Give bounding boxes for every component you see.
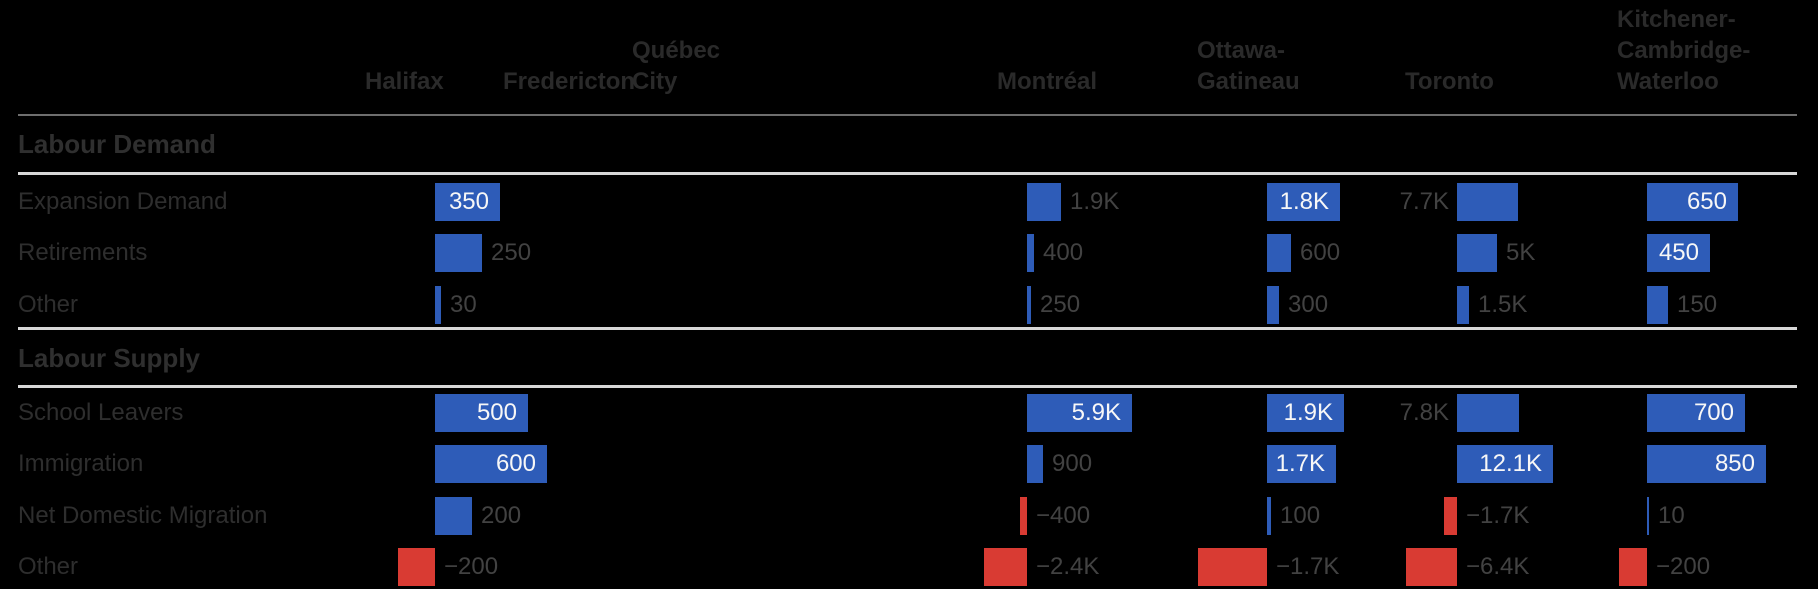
bar[interactable] [1027, 183, 1061, 221]
value-label: 10 [1658, 502, 1685, 529]
value-label: 7.7K [1399, 188, 1449, 215]
bar[interactable] [398, 548, 435, 586]
bar[interactable] [1647, 394, 1745, 432]
row-label: Net Domestic Migration [18, 502, 268, 529]
value-label: 600 [495, 450, 536, 477]
value-label: −1.7K [1276, 553, 1340, 580]
value-label: 900 [1052, 450, 1093, 477]
value-label: 700 [1693, 399, 1734, 426]
value-label: −200 [1656, 553, 1711, 580]
column-header: Toronto [1405, 68, 1494, 95]
bar[interactable] [1267, 183, 1340, 221]
value-label: 1.9K [1070, 188, 1120, 215]
column-header: Halifax [365, 68, 444, 95]
bar[interactable] [1027, 286, 1031, 324]
value-label: 250 [1040, 291, 1081, 318]
value-label: 500 [476, 399, 517, 426]
value-label: −400 [1036, 502, 1091, 529]
value-label: −200 [444, 553, 499, 580]
bar[interactable] [435, 394, 528, 432]
section-rule [18, 172, 1797, 175]
bar[interactable] [435, 286, 441, 324]
value-label: 1.9K [1283, 399, 1333, 426]
value-label: 400 [1043, 239, 1084, 266]
bar[interactable] [1647, 234, 1710, 272]
bar[interactable] [1457, 234, 1497, 272]
bar[interactable] [1457, 394, 1519, 432]
bar[interactable] [1647, 497, 1649, 535]
bar[interactable] [1457, 286, 1469, 324]
bar[interactable] [984, 548, 1027, 586]
bar[interactable] [435, 497, 472, 535]
bar[interactable] [1444, 497, 1457, 535]
section-rule [18, 385, 1797, 388]
value-label: 5K [1506, 239, 1536, 266]
value-label: 1.5K [1478, 291, 1528, 318]
row-label: Retirements [18, 239, 148, 266]
bar[interactable] [435, 183, 500, 221]
bar[interactable] [1198, 548, 1267, 586]
value-label: 7.8K [1399, 399, 1449, 426]
value-label: 200 [481, 502, 522, 529]
bar[interactable] [1267, 497, 1271, 535]
value-label: 350 [448, 188, 489, 215]
value-label: 5.9K [1071, 399, 1121, 426]
value-label: −1.7K [1466, 502, 1530, 529]
bar[interactable] [1457, 445, 1553, 483]
bar[interactable] [1619, 548, 1647, 586]
value-label: 250 [491, 239, 532, 266]
value-label: −2.4K [1036, 553, 1100, 580]
column-header: Québec City [632, 37, 721, 95]
header-rule [18, 114, 1797, 116]
value-label: 300 [1288, 291, 1329, 318]
value-label: 150 [1677, 291, 1718, 318]
value-label: 600 [1300, 239, 1341, 266]
bar[interactable] [1267, 286, 1279, 324]
bar[interactable] [1267, 394, 1344, 432]
bar[interactable] [1027, 394, 1132, 432]
value-label: 850 [1714, 450, 1755, 477]
row-label: Immigration [18, 450, 144, 477]
bar[interactable] [1406, 548, 1457, 586]
bar[interactable] [1027, 234, 1034, 272]
bar[interactable] [1027, 445, 1043, 483]
column-header: Montréal [997, 68, 1098, 95]
bar[interactable] [1457, 183, 1518, 221]
bar[interactable] [1267, 445, 1336, 483]
row-label: Other [18, 291, 79, 318]
column-header: Kitchener- Cambridge- Waterloo [1617, 6, 1751, 95]
value-label: 100 [1280, 502, 1321, 529]
bar[interactable] [1267, 234, 1291, 272]
section-title: Labour Supply [18, 343, 200, 373]
row-label: Other [18, 553, 79, 580]
column-header: Ottawa- Gatineau [1197, 37, 1300, 95]
value-label: 1.8K [1279, 188, 1329, 215]
bar[interactable] [1647, 183, 1738, 221]
section-title: Labour Demand [18, 129, 216, 159]
bar[interactable] [435, 445, 547, 483]
value-label: −6.4K [1466, 553, 1530, 580]
bar[interactable] [1647, 286, 1668, 324]
bar[interactable] [1647, 445, 1766, 483]
column-header: Fredericton [503, 68, 636, 95]
section-rule [18, 327, 1797, 330]
value-label: 12.1K [1479, 450, 1542, 477]
value-label: 450 [1658, 239, 1699, 266]
value-label: 650 [1686, 188, 1727, 215]
value-label: 30 [450, 291, 477, 318]
row-label: Expansion Demand [18, 188, 228, 215]
bar[interactable] [435, 234, 482, 272]
bar[interactable] [1020, 497, 1027, 535]
value-label: 1.7K [1275, 450, 1325, 477]
row-label: School Leavers [18, 399, 184, 426]
